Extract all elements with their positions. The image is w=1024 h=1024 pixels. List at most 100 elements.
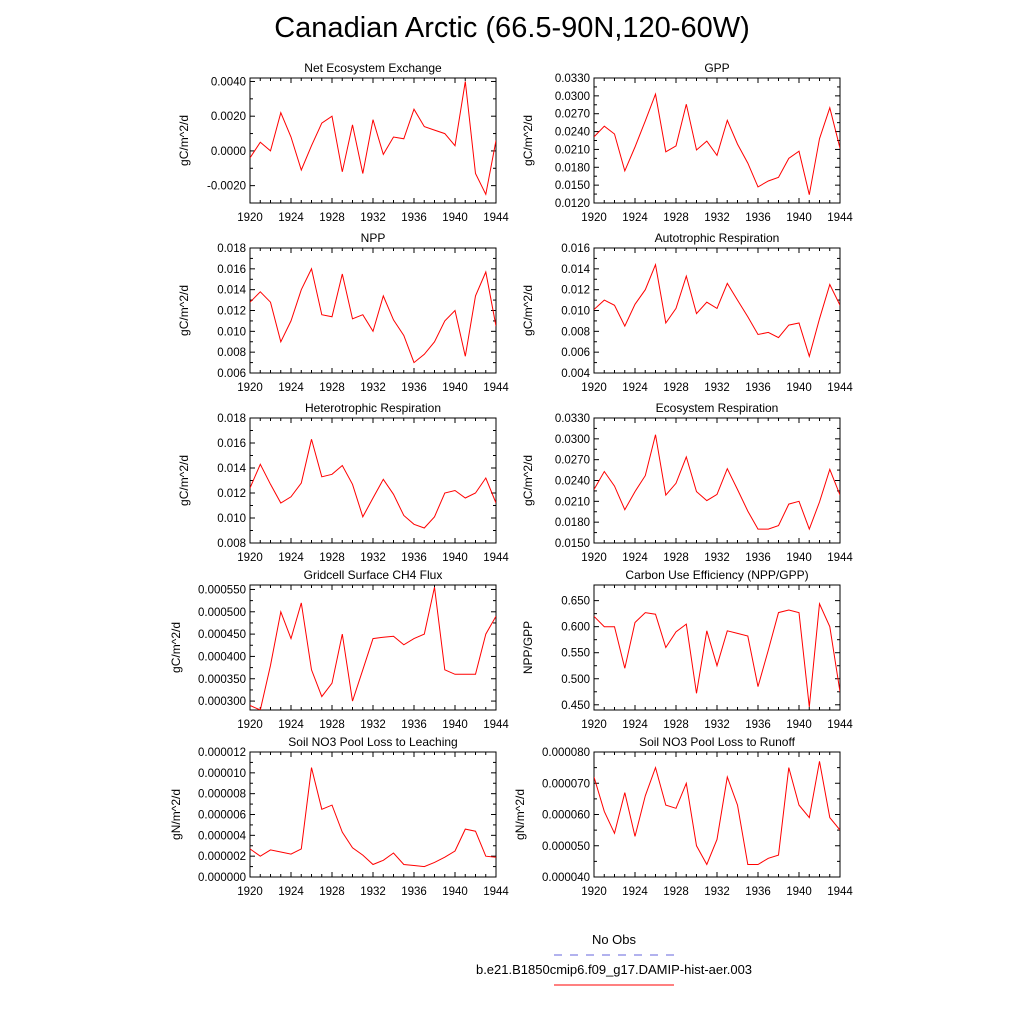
x-tick-label: 1936 [401,382,427,394]
series-line [250,439,496,529]
y-tick-label: 0.0040 [211,76,246,88]
x-tick-label: 1944 [827,886,853,898]
x-tick-label: 1924 [622,719,648,731]
plot-frame [249,247,497,374]
x-tick-label: 1932 [704,382,730,394]
y-axis-label: gC/m^2/d [521,285,535,336]
x-tick-label: 1944 [483,212,509,224]
x-tick-label: 1944 [827,212,853,224]
y-tick-label: 0.0020 [211,111,246,123]
x-tick-label: 1924 [622,212,648,224]
y-tick-label: 0.012 [561,285,590,297]
series-line [594,92,840,195]
x-tick-label: 1924 [622,382,648,394]
x-tick-label: 1924 [278,552,304,564]
y-tick-label: 0.000500 [198,607,246,619]
page-title: Canadian Arctic (66.5-90N,120-60W) [274,12,750,44]
plot-frame [593,247,841,374]
panel-title: Autotrophic Respiration [655,231,780,245]
x-tick-label: 1932 [704,552,730,564]
y-tick-label: 0.0180 [555,162,590,174]
x-tick-label: 1920 [237,719,263,731]
series-line [250,767,496,868]
x-tick-label: 1936 [401,212,427,224]
x-tick-label: 1936 [401,886,427,898]
x-tick-label: 1936 [745,382,771,394]
x-tick-label: 1928 [663,382,689,394]
x-tick-label: 1940 [442,552,468,564]
x-tick-label: 1928 [663,719,689,731]
x-tick-label: 1924 [622,552,648,564]
x-tick-label: 1920 [237,382,263,394]
x-tick-label: 1920 [581,886,607,898]
x-tick-label: 1944 [483,382,509,394]
y-tick-label: 0.650 [561,596,590,608]
x-tick-label: 1928 [319,886,345,898]
y-tick-label: 0.012 [217,488,246,500]
chart-panel: Net Ecosystem Exchange -0.0020 0.0000 0.002… [177,61,509,224]
y-tick-label: 0.000040 [542,872,590,884]
x-tick-label: 1932 [360,212,386,224]
x-tick-label: 1928 [319,382,345,394]
x-tick-label: 1928 [663,552,689,564]
y-axis-label: NPP/GPP [521,621,535,674]
y-tick-label: 0.600 [561,622,590,634]
y-tick-label: 0.0330 [555,73,590,85]
plot-frame [593,751,841,878]
x-tick-label: 1924 [278,719,304,731]
x-tick-label: 1924 [278,886,304,898]
x-tick-label: 1928 [319,719,345,731]
series-line [594,262,840,359]
series-line [594,761,840,866]
plot-frame [249,417,497,544]
y-axis-label: gC/m^2/d [521,115,535,166]
panel-title: Ecosystem Respiration [656,401,779,415]
y-tick-label: 0.000004 [198,830,247,842]
y-tick-label: 0.008 [217,538,246,550]
panel-title: Soil NO3 Pool Loss to Leaching [288,735,457,749]
x-tick-label: 1928 [663,886,689,898]
plot-frame [593,77,841,204]
panel-title: NPP [361,231,386,245]
y-tick-label: 0.000050 [542,841,590,853]
y-tick-label: 0.006 [217,368,246,380]
y-tick-label: 0.0300 [555,91,590,103]
x-tick-label: 1920 [237,552,263,564]
y-tick-label: 0.0150 [555,180,590,192]
y-tick-label: 0.450 [561,700,590,712]
chart-panel: Autotrophic Respiration 0.004 0.006 0.008 0.… [521,231,853,394]
x-tick-label: 1944 [827,719,853,731]
y-tick-label: 0.014 [561,264,590,276]
x-tick-label: 1944 [827,552,853,564]
y-tick-label: 0.0000 [211,146,246,158]
x-tick-label: 1940 [442,719,468,731]
x-tick-label: 1932 [704,212,730,224]
series-line [250,587,496,710]
x-tick-label: 1936 [745,552,771,564]
y-axis-label: gC/m^2/d [177,115,191,166]
x-tick-label: 1944 [483,552,509,564]
x-tick-label: 1940 [786,212,812,224]
x-tick-label: 1920 [581,382,607,394]
y-tick-label: 0.0210 [555,144,590,156]
y-axis-label: gC/m^2/d [521,455,535,506]
panel-title: Net Ecosystem Exchange [304,61,442,75]
x-tick-label: 1932 [360,552,386,564]
y-tick-label: 0.000008 [198,789,246,801]
x-tick-label: 1932 [360,719,386,731]
y-axis-label: gC/m^2/d [177,455,191,506]
plot-frame [249,584,497,711]
x-tick-label: 1920 [581,552,607,564]
y-tick-label: 0.000000 [198,872,246,884]
chart-panel: Heterotrophic Respiration 0.008 0.010 0.012… [177,401,509,564]
x-tick-label: 1944 [483,886,509,898]
x-tick-label: 1928 [663,212,689,224]
x-tick-label: 1940 [786,719,812,731]
panel-title: GPP [704,61,729,75]
y-tick-label: 0.016 [217,264,246,276]
y-tick-label: 0.016 [217,438,246,450]
y-tick-label: 0.0120 [555,198,590,210]
series-line [594,601,840,707]
chart-panel: GPP 0.0120 0.0150 0.0180 0.0210 0.0240 0.0270 0… [521,61,853,224]
plot-frame [249,751,497,878]
